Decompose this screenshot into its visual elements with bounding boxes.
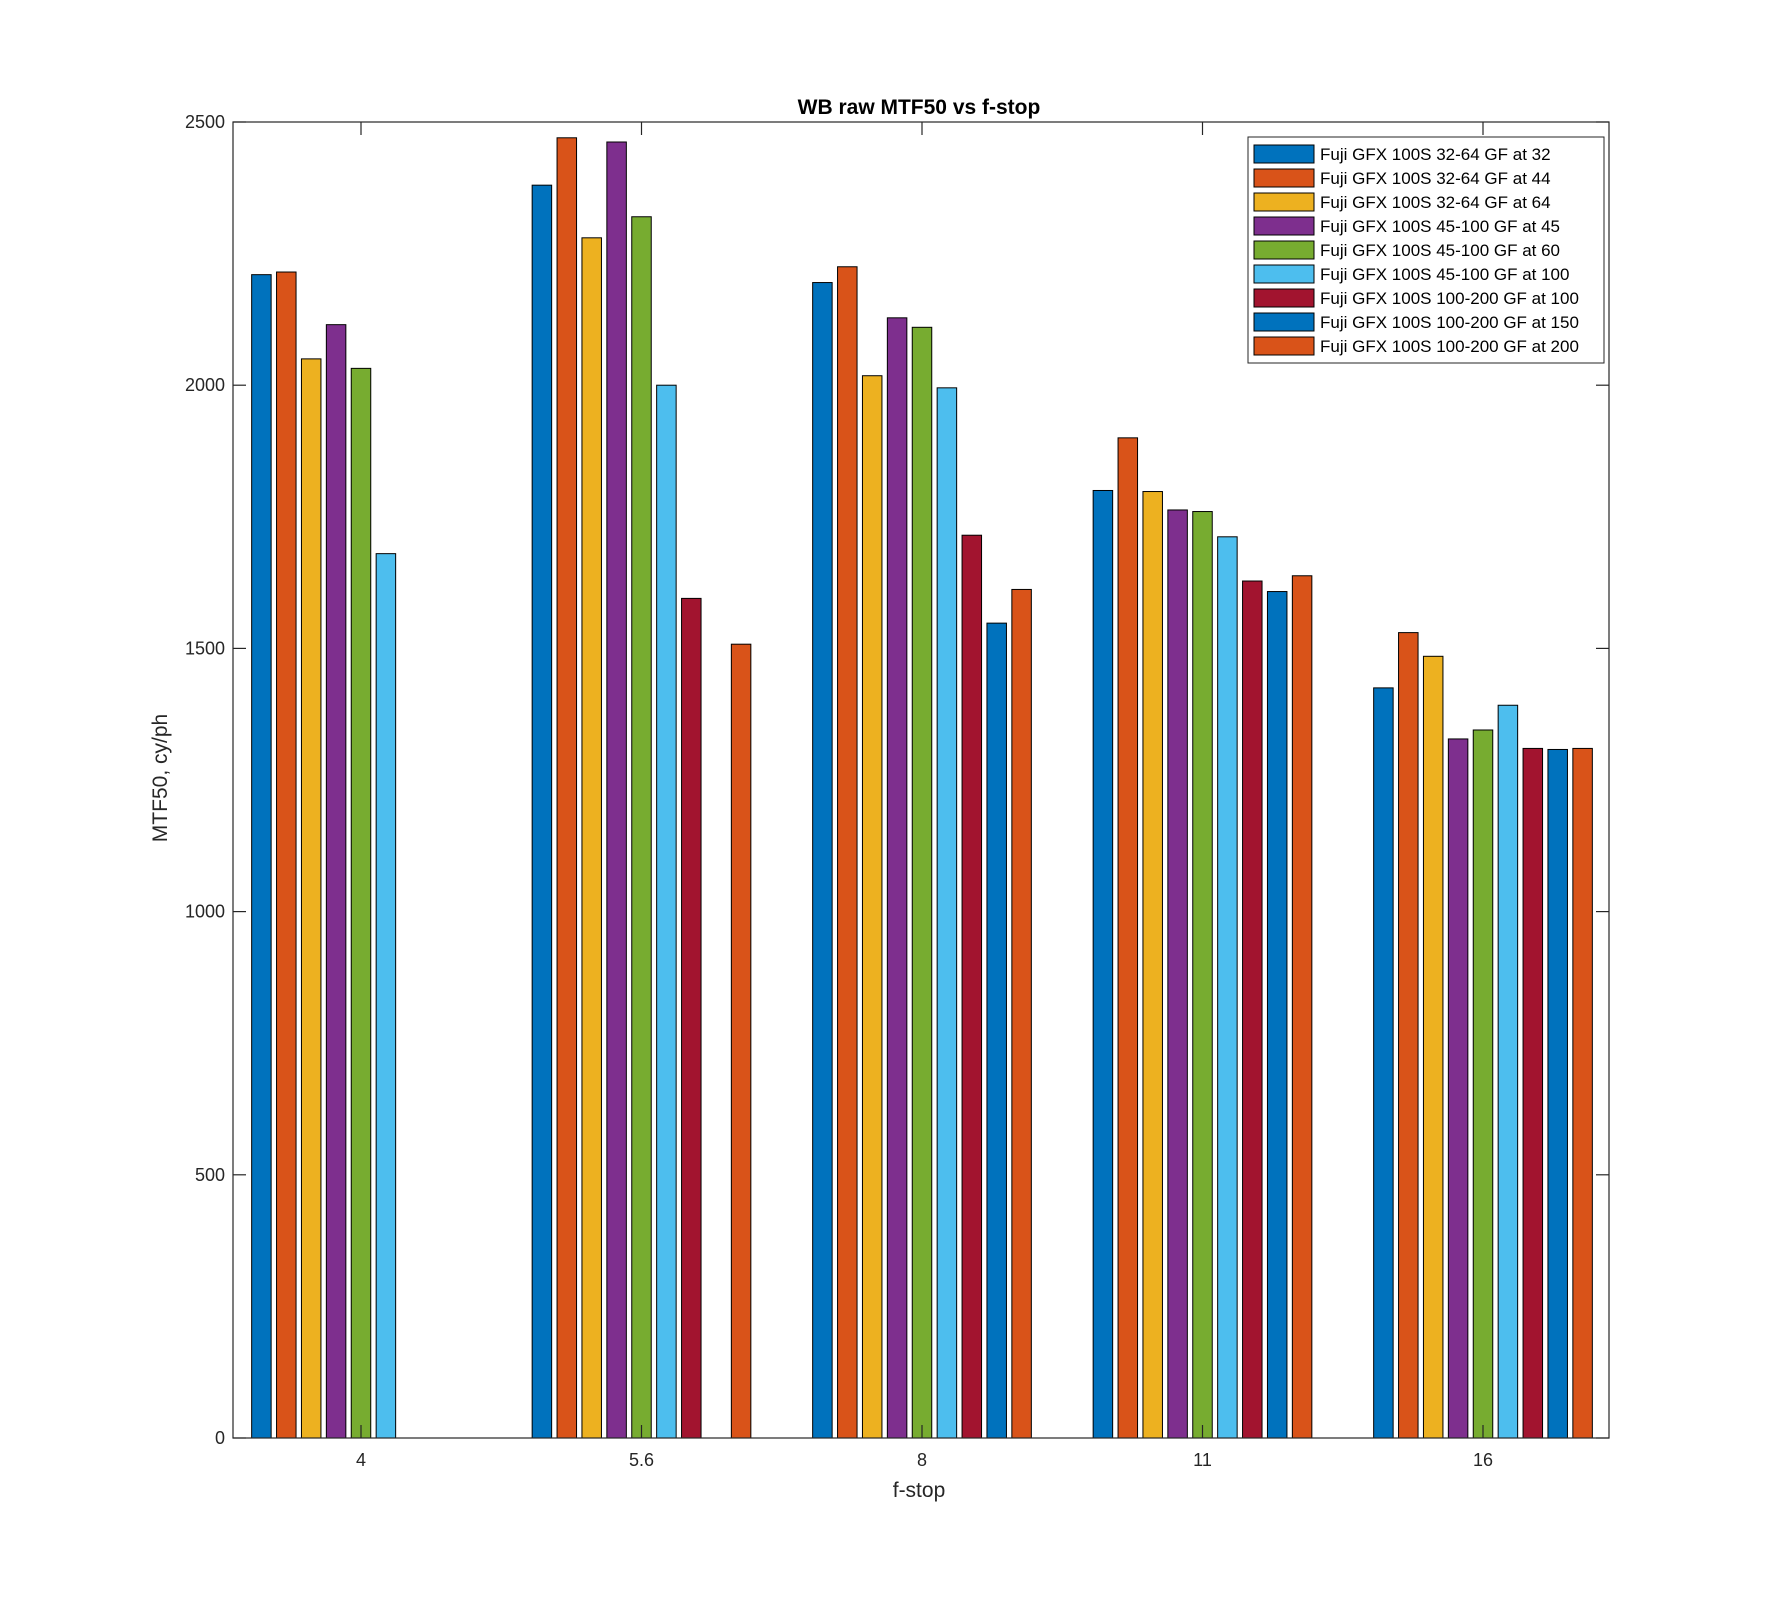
bar <box>556 137 578 1439</box>
y-tick-label: 500 <box>195 1165 225 1185</box>
chart-title: WB raw MTF50 vs f-stop <box>798 96 1041 119</box>
bar <box>276 271 297 1439</box>
bar <box>730 643 752 1439</box>
bar <box>325 324 347 1439</box>
legend-swatch <box>1253 240 1315 260</box>
bar <box>1547 748 1568 1439</box>
bar <box>911 326 933 1439</box>
bar <box>300 358 322 1439</box>
legend-entry: Fuji GFX 100S 45-100 GF at 60 <box>1320 241 1560 260</box>
legend-swatch <box>1253 168 1315 188</box>
axes-box <box>232 121 1610 1439</box>
x-tick-label: 16 <box>1473 1450 1493 1470</box>
bar <box>656 384 677 1439</box>
bar <box>375 553 397 1439</box>
legend-swatch <box>1253 312 1315 332</box>
legend-swatch <box>1253 336 1315 356</box>
bar <box>606 141 627 1439</box>
legend-entry: Fuji GFX 100S 100-200 GF at 150 <box>1320 313 1579 332</box>
y-tick-label: 2500 <box>185 112 225 132</box>
bar <box>1217 536 1238 1439</box>
legend-entry: Fuji GFX 100S 32-64 GF at 64 <box>1320 193 1551 212</box>
bar <box>1522 747 1544 1439</box>
bar <box>936 387 958 1439</box>
legend-swatch <box>1253 264 1315 284</box>
y-tick-label: 1500 <box>185 638 225 658</box>
legend-entry: Fuji GFX 100S 45-100 GF at 100 <box>1320 265 1569 284</box>
bar <box>1117 437 1139 1439</box>
bar <box>581 237 602 1439</box>
legend-swatch <box>1253 192 1315 212</box>
bar <box>812 282 833 1439</box>
legend-entry: Fuji GFX 100S 45-100 GF at 45 <box>1320 217 1560 236</box>
bar <box>681 597 702 1439</box>
x-axis-label: f-stop <box>893 1479 946 1502</box>
bar <box>531 184 553 1439</box>
bar <box>1092 489 1114 1439</box>
legend-swatch <box>1253 144 1315 164</box>
legend-entry: Fuji GFX 100S 100-200 GF at 200 <box>1320 337 1579 356</box>
legend-swatch <box>1253 288 1315 308</box>
y-axis-label: MTF50, cy/ph <box>149 714 172 842</box>
x-tick-label: 11 <box>1193 1450 1212 1470</box>
legend-swatch <box>1253 216 1315 236</box>
y-tick-label: 2000 <box>185 375 225 395</box>
bar <box>1373 687 1394 1439</box>
bar <box>1447 738 1469 1439</box>
bar <box>251 274 272 1439</box>
bar <box>1398 632 1419 1439</box>
bar <box>1422 655 1444 1439</box>
bar <box>1497 704 1519 1439</box>
x-tick-label: 5.6 <box>629 1450 654 1470</box>
bar <box>961 534 983 1439</box>
legend-entry: Fuji GFX 100S 32-64 GF at 32 <box>1320 145 1551 164</box>
bar <box>631 216 652 1439</box>
bar <box>1242 580 1263 1439</box>
bar <box>350 367 372 1439</box>
legend-entry: Fuji GFX 100S 100-200 GF at 100 <box>1320 289 1579 308</box>
legend-entry: Fuji GFX 100S 32-64 GF at 44 <box>1320 169 1551 188</box>
bar <box>1572 747 1593 1439</box>
bar <box>1291 575 1313 1439</box>
y-tick-label: 0 <box>215 1428 225 1448</box>
bar <box>837 266 858 1439</box>
bar <box>1472 729 1494 1439</box>
x-tick-label: 8 <box>917 1450 927 1470</box>
axes: 4 5.6 8 11 16 0 500 1000 1500 2000 2500 <box>185 112 1610 1470</box>
bars <box>251 137 1593 1439</box>
x-tick-label: 4 <box>356 1450 366 1470</box>
bar <box>1266 591 1288 1439</box>
bar <box>861 375 883 1439</box>
legend: Fuji GFX 100S 32-64 GF at 32 Fuji GFX 100… <box>1247 136 1605 364</box>
bar <box>986 622 1007 1439</box>
y-tick-label: 1000 <box>185 902 225 922</box>
bar <box>1192 511 1213 1439</box>
bar <box>1011 588 1032 1439</box>
bar <box>1142 491 1163 1439</box>
bar <box>886 317 908 1439</box>
bar <box>1167 509 1188 1439</box>
